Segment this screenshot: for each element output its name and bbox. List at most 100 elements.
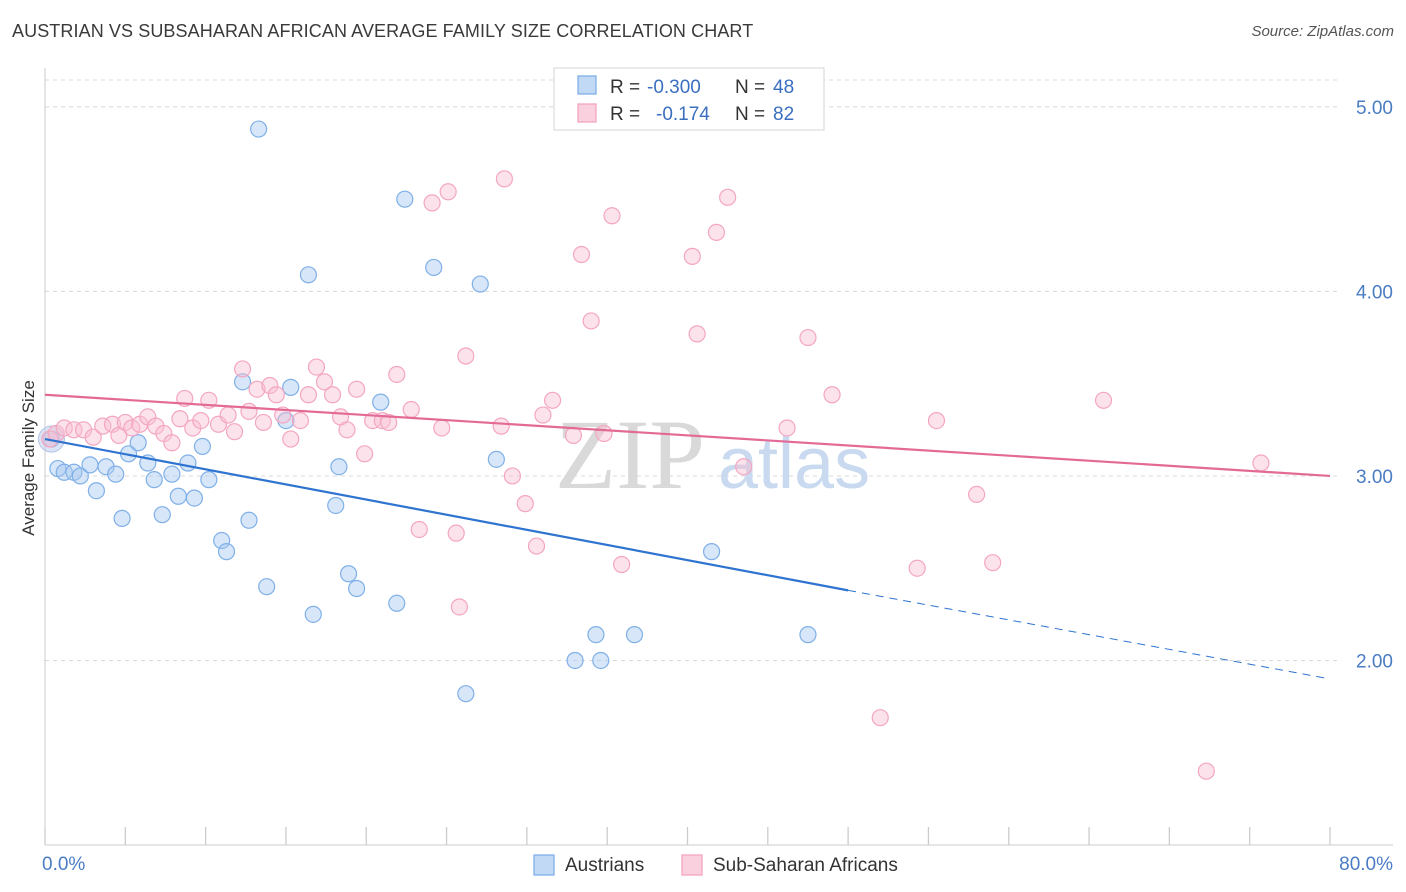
data-point — [240, 511, 258, 529]
data-point — [248, 380, 266, 398]
data-point — [380, 413, 398, 432]
data-point — [304, 605, 322, 623]
data-point — [566, 651, 584, 670]
data-point — [356, 445, 374, 463]
data-point — [402, 400, 420, 419]
data-point — [315, 373, 334, 391]
data-point — [213, 531, 231, 550]
data-point — [572, 245, 591, 264]
data-point — [968, 485, 986, 504]
data-point — [487, 450, 505, 468]
data-point — [330, 458, 348, 476]
data-point — [65, 421, 83, 439]
data-point — [299, 266, 318, 284]
data-point — [527, 537, 546, 555]
data-point — [171, 410, 189, 428]
data-point — [503, 467, 522, 485]
data-point — [984, 554, 1002, 572]
data-point — [153, 506, 171, 524]
trend-line-austrians-extension — [848, 589, 1331, 680]
data-point — [433, 419, 451, 437]
data-point — [192, 411, 210, 430]
data-point — [348, 579, 366, 598]
legend-n-value-1: 48 — [773, 77, 794, 98]
data-point — [471, 275, 489, 293]
data-point — [323, 386, 342, 404]
data-point — [450, 598, 469, 616]
data-point — [516, 495, 534, 513]
data-point — [587, 626, 605, 644]
data-point — [457, 685, 475, 703]
trend-lines — [44, 393, 1331, 680]
x-tick-label-max: 80.0% — [1339, 854, 1393, 875]
data-point — [908, 559, 926, 577]
data-point — [927, 411, 946, 430]
data-point — [299, 386, 318, 404]
data-point — [339, 565, 358, 583]
data-point — [396, 190, 414, 208]
data-point — [71, 467, 89, 485]
data-point — [240, 402, 258, 420]
data-point — [163, 434, 181, 452]
legend-r-value-2: -0.174 — [656, 104, 710, 125]
data-point — [1252, 454, 1270, 472]
axes: 2.00 3.00 4.00 5.00 — [44, 68, 1393, 846]
data-point — [145, 471, 163, 489]
data-point — [534, 406, 552, 424]
legend-r-value-1: -0.300 — [647, 77, 701, 98]
data-point — [603, 207, 621, 225]
data-point — [457, 347, 475, 365]
data-point — [84, 428, 102, 446]
legend-n-label-1: N = — [735, 77, 765, 98]
legend-swatch-austrians — [577, 75, 597, 95]
data-point — [799, 626, 817, 644]
data-point — [425, 258, 443, 277]
y-tick-label: 3.00 — [1356, 467, 1393, 488]
watermark-zip: ZIP — [555, 399, 705, 510]
data-point — [169, 487, 187, 505]
data-point — [543, 391, 562, 409]
data-point — [327, 496, 345, 515]
legend-swatch-ssa — [577, 103, 597, 123]
watermark: ZIP atlas — [555, 399, 870, 510]
data-point — [871, 709, 889, 727]
legend-bottom-swatch-ssa — [681, 854, 703, 876]
data-point — [267, 386, 285, 404]
data-point — [823, 386, 841, 404]
data-point — [1094, 391, 1113, 409]
data-point — [107, 465, 125, 483]
data-point — [233, 360, 252, 378]
data-point — [348, 380, 366, 398]
data-point — [592, 651, 610, 670]
data-point — [688, 325, 706, 343]
data-point — [799, 328, 817, 347]
data-point — [261, 376, 279, 395]
data-point — [129, 434, 147, 452]
data-point — [492, 417, 510, 435]
watermark-atlas: atlas — [718, 424, 870, 504]
y-tick-label: 2.00 — [1356, 651, 1393, 672]
data-point — [388, 594, 406, 612]
data-point — [625, 626, 644, 644]
data-point — [55, 463, 73, 481]
data-point — [179, 454, 197, 472]
data-point — [185, 489, 203, 507]
y-tick-label: 5.00 — [1356, 98, 1393, 119]
data-point — [291, 411, 309, 430]
data-point — [233, 373, 252, 391]
data-point — [225, 423, 244, 441]
data-point — [193, 437, 212, 456]
chart-title: AUSTRIAN VS SUBSAHARAN AFRICAN AVERAGE F… — [12, 21, 754, 41]
legend-bottom: Austrians Sub-Saharan Africans — [533, 854, 898, 876]
data-point — [113, 509, 131, 527]
data-point — [613, 555, 631, 574]
data-point — [87, 482, 106, 500]
data-point — [423, 194, 441, 212]
data-point — [410, 520, 428, 539]
data-point — [219, 406, 237, 424]
trend-line-austrians — [44, 437, 849, 592]
data-point — [81, 456, 99, 474]
legend-bottom-swatch-austrians — [533, 854, 555, 876]
legend-n-label-2: N = — [735, 104, 765, 125]
